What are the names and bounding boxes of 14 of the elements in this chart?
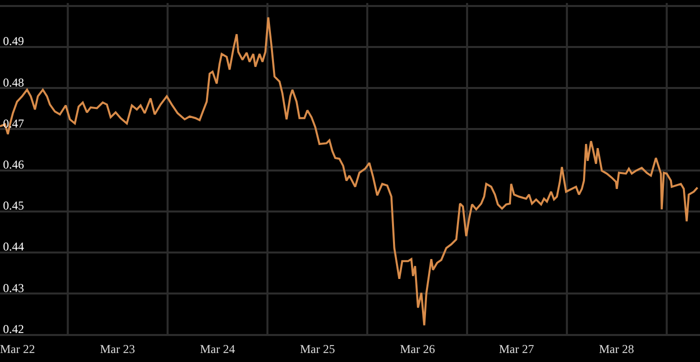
y-tick-label: 0.48	[3, 75, 24, 90]
x-tick-label: Mar 27	[499, 342, 534, 356]
x-tick-label: Mar 28	[599, 342, 634, 356]
y-tick-label: 0.44	[3, 240, 24, 254]
y-tick-label: 0.45	[3, 198, 24, 213]
y-tick-label: 0.46	[3, 158, 24, 172]
y-tick-label: 0.42	[3, 322, 24, 336]
y-tick-label: 0.49	[3, 34, 24, 48]
y-tick-label: 0.43	[3, 280, 24, 295]
x-tick-label: Mar 22	[0, 342, 35, 356]
x-tick-label: Mar 25	[300, 342, 335, 356]
x-tick-label: Mar 26	[400, 342, 435, 356]
x-tick-label: Mar 24	[200, 342, 235, 356]
x-tick-label: Mar 23	[100, 342, 135, 356]
